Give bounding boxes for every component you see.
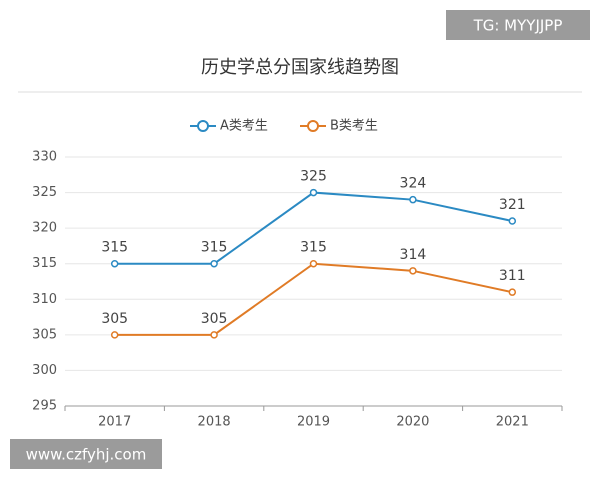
data-point <box>110 331 119 339</box>
watermark-box <box>446 10 590 40</box>
data-point <box>309 188 318 197</box>
watermark-top: TG: MYYJJPP <box>473 17 563 35</box>
data-point <box>210 259 218 268</box>
legend-marker <box>197 120 209 132</box>
watermark-box <box>10 439 162 469</box>
legend-label: A类考生 <box>220 119 268 134</box>
y-tick-label: 300 <box>32 363 57 378</box>
y-tick-label: 325 <box>32 185 57 200</box>
legend-marker <box>307 120 319 132</box>
data-point <box>309 259 318 268</box>
x-tick-label: 2019 <box>297 415 330 430</box>
data-label: 314 <box>400 247 427 263</box>
data-label: 315 <box>300 240 327 256</box>
y-tick-label: 320 <box>32 221 57 236</box>
y-tick-label: 305 <box>32 327 57 342</box>
x-tick-label: 2020 <box>396 415 429 430</box>
legend-label: B类考生 <box>330 119 378 134</box>
data-point <box>508 288 517 296</box>
data-point <box>508 217 517 225</box>
data-label: 305 <box>101 311 128 327</box>
data-label: 315 <box>101 240 128 256</box>
data-point <box>409 195 417 204</box>
data-point <box>210 331 218 339</box>
data-label: 325 <box>300 169 327 185</box>
chart-title: 历史学总分国家线趋势图 <box>201 57 399 78</box>
data-point <box>110 259 119 268</box>
data-label: 315 <box>201 240 228 256</box>
x-tick-label: 2018 <box>198 415 231 430</box>
y-tick-label: 315 <box>32 256 57 271</box>
data-point <box>409 267 417 275</box>
legend: A类考生 B类考生 <box>190 119 378 134</box>
data-label: 311 <box>499 268 526 284</box>
data-label: 321 <box>499 197 526 213</box>
plot-area: 295 300 305 310 315 320 325 330 2017 2018 2019 2020… <box>32 150 563 430</box>
y-tick-label: 295 <box>32 399 57 414</box>
y-tick-label: 310 <box>32 292 57 307</box>
x-tick-label: 2017 <box>98 415 131 430</box>
data-label: 305 <box>201 311 228 327</box>
y-tick-label: 330 <box>32 150 57 165</box>
x-tick-label: 2021 <box>496 415 529 430</box>
data-label: 324 <box>400 176 427 192</box>
watermark-bottom: www.czfyhj.com <box>26 446 147 464</box>
